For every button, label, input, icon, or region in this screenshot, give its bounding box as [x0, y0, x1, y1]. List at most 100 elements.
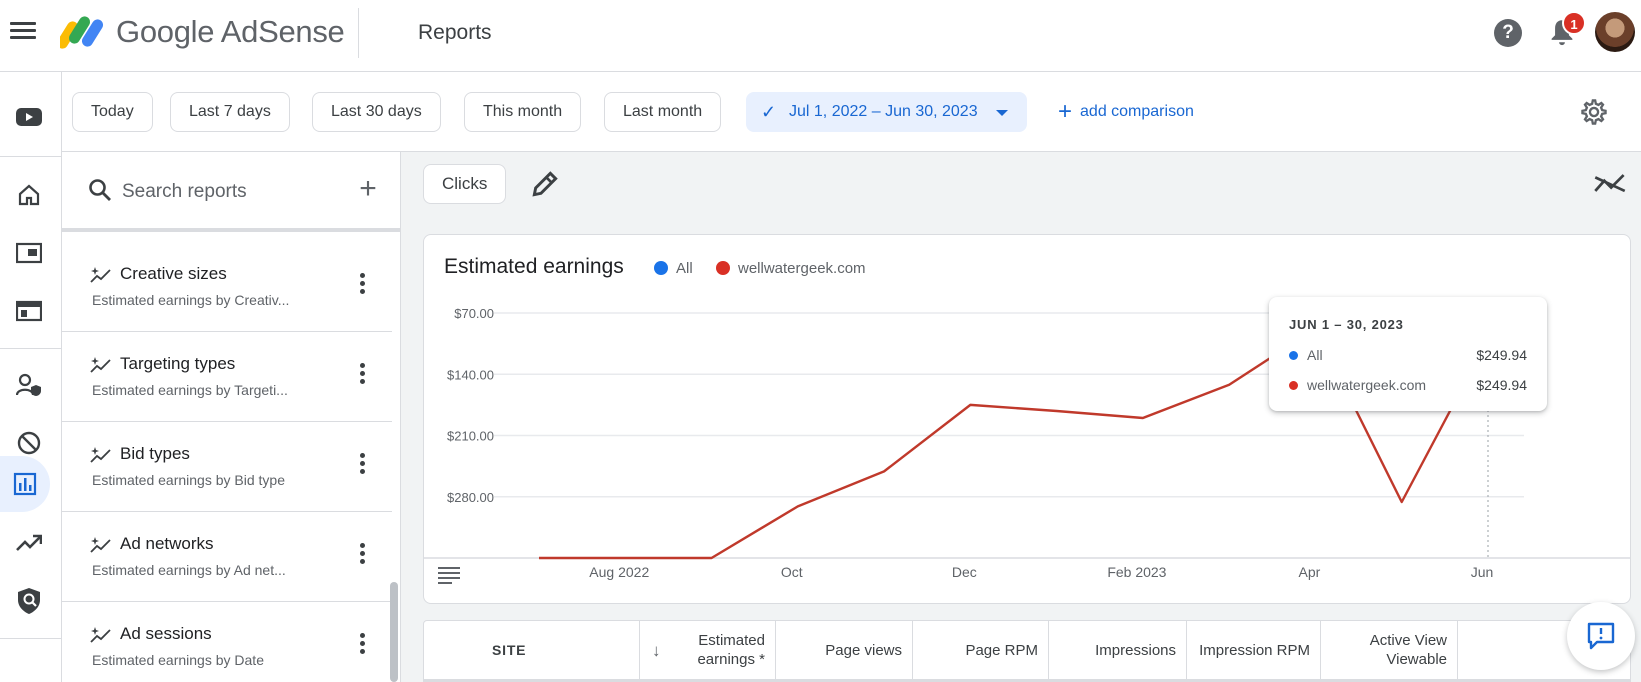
- edit-pencil-icon[interactable]: [529, 168, 561, 200]
- nav-youtube-icon[interactable]: [8, 96, 50, 138]
- column-header-page-views[interactable]: Page views: [776, 621, 913, 680]
- legend-all[interactable]: All: [654, 260, 693, 277]
- header-divider: [358, 8, 359, 58]
- top-bar: Google AdSense Reports ? 1: [0, 0, 1641, 72]
- x-tick-label: Apr: [1299, 564, 1321, 580]
- date-range-label: Jul 1, 2022 – Jun 30, 2023: [789, 103, 978, 120]
- last-7-days-chip[interactable]: Last 7 days: [170, 92, 290, 132]
- ads-icon: [16, 242, 42, 264]
- report-table-header: SITE ↓ Estimated earnings * Page views P…: [423, 620, 1631, 682]
- app-name: Google AdSense: [116, 14, 345, 49]
- earnings-line-chart: $280.00 $210.00 $140.00 $70.00 Aug 2022 Oct De…: [424, 305, 1630, 580]
- add-report-plus-icon[interactable]: +: [359, 172, 377, 205]
- nav-policy-center-icon[interactable]: [8, 580, 50, 622]
- report-item-ad-networks[interactable]: Ad networks Estimated earnings by Ad net…: [62, 512, 392, 602]
- tooltip-series-name: All: [1307, 347, 1323, 363]
- help-icon[interactable]: ?: [1494, 19, 1522, 47]
- date-filter-bar: Today Last 7 days Last 30 days This mont…: [62, 72, 1641, 152]
- more-options-icon[interactable]: [352, 450, 372, 482]
- rail-divider: [0, 156, 62, 157]
- report-subtitle: Estimated earnings by Targeti...: [92, 382, 288, 398]
- chart-data-table-icon[interactable]: [438, 565, 460, 584]
- chart-title: Estimated earnings: [444, 255, 624, 278]
- nav-blocking-icon[interactable]: [8, 422, 50, 464]
- metric-selector-chip[interactable]: Clicks: [423, 164, 507, 204]
- arrow-down-icon: ↓: [652, 641, 661, 660]
- reports-icon: [13, 472, 37, 496]
- nav-reports-icon[interactable]: [0, 456, 50, 512]
- sparkle-trend-icon: [90, 267, 111, 283]
- tooltip-dot: [1289, 351, 1298, 360]
- report-title: Ad sessions: [120, 624, 212, 643]
- search-reports-input[interactable]: [122, 172, 342, 212]
- add-comparison-button[interactable]: + add comparison: [1058, 92, 1194, 132]
- more-options-icon[interactable]: [352, 630, 372, 662]
- sparkle-trend-icon: [90, 357, 111, 373]
- report-title: Targeting types: [120, 354, 236, 373]
- column-header-label: Estimated earnings *: [697, 632, 765, 668]
- last-30-days-chip[interactable]: Last 30 days: [312, 92, 441, 132]
- sparkle-trend-icon: [90, 537, 111, 553]
- column-header-estimated-earnings[interactable]: ↓ Estimated earnings *: [640, 621, 776, 680]
- report-title: Ad networks: [120, 534, 214, 553]
- column-header-label: Active View Viewable: [1369, 632, 1447, 668]
- navigation-rail: [0, 72, 62, 682]
- legend-site[interactable]: wellwatergeek.com: [716, 260, 866, 277]
- panel-scrollbar[interactable]: [390, 582, 398, 682]
- nav-ads-icon[interactable]: [8, 232, 50, 274]
- column-header-active-view-viewable[interactable]: Active View Viewable: [1321, 621, 1458, 680]
- account-privacy-icon: [16, 373, 41, 396]
- sparkle-trend-icon: [90, 447, 111, 463]
- main-menu-icon[interactable]: [10, 19, 36, 45]
- report-item-ad-sessions[interactable]: Ad sessions Estimated earnings by Date: [62, 602, 392, 682]
- last-month-chip[interactable]: Last month: [604, 92, 722, 132]
- nav-privacy-icon[interactable]: [8, 364, 50, 406]
- nav-sites-icon[interactable]: [8, 290, 50, 332]
- adsense-logo-icon: [60, 16, 104, 49]
- report-title: Creative sizes: [120, 264, 227, 283]
- rail-divider: [0, 638, 62, 639]
- y-tick-label: $280.00: [447, 490, 494, 505]
- more-options-icon[interactable]: [352, 360, 372, 392]
- sparkle-trend-icon: [90, 627, 111, 643]
- nav-optimization-icon[interactable]: [8, 522, 50, 564]
- column-header-site[interactable]: SITE: [424, 621, 640, 680]
- more-options-icon[interactable]: [352, 270, 372, 302]
- today-chip[interactable]: Today: [72, 92, 153, 132]
- tooltip-row-all: All $249.94: [1289, 347, 1527, 363]
- report-subtitle: Estimated earnings by Creativ...: [92, 292, 290, 308]
- column-header-impression-rpm[interactable]: Impression RPM: [1187, 621, 1321, 680]
- feedback-chat-icon: [1587, 622, 1615, 650]
- column-header-impressions[interactable]: Impressions: [1049, 621, 1187, 680]
- report-subtitle: Estimated earnings by Ad net...: [92, 562, 286, 578]
- report-item-targeting-types[interactable]: Targeting types Estimated earnings by Ta…: [62, 332, 392, 422]
- plus-icon: +: [1058, 98, 1073, 125]
- legend-label: wellwatergeek.com: [738, 260, 866, 277]
- tooltip-value: $249.94: [1476, 347, 1527, 363]
- account-avatar[interactable]: [1595, 12, 1635, 52]
- add-comparison-label: add comparison: [1080, 103, 1194, 120]
- page-title: Reports: [418, 21, 492, 44]
- nav-home-icon[interactable]: [8, 174, 50, 216]
- x-tick-label: Aug 2022: [589, 564, 649, 580]
- report-subtitle: Estimated earnings by Bid type: [92, 472, 285, 488]
- tooltip-series-name: wellwatergeek.com: [1307, 377, 1427, 393]
- report-item-bid-types[interactable]: Bid types Estimated earnings by Bid type: [62, 422, 392, 512]
- this-month-chip[interactable]: This month: [464, 92, 582, 132]
- report-item-creative-sizes[interactable]: Creative sizes Estimated earnings by Cre…: [62, 242, 392, 332]
- rail-divider: [0, 348, 62, 349]
- more-options-icon[interactable]: [352, 540, 372, 572]
- reports-list-panel: + Creative sizes Estimated earnings by C…: [62, 152, 401, 682]
- blocking-icon: [17, 431, 41, 455]
- y-tick-label: $70.00: [454, 306, 494, 321]
- legend-label: All: [676, 260, 693, 277]
- column-header-page-rpm[interactable]: Page RPM: [913, 621, 1049, 680]
- date-range-picker[interactable]: ✓ Jul 1, 2022 – Jun 30, 2023: [746, 92, 1027, 132]
- settings-gear-icon[interactable]: [1580, 98, 1608, 126]
- report-search-row: +: [62, 152, 400, 232]
- report-main-area: Clicks Estimated earnings All wellwaterg…: [401, 152, 1641, 682]
- hide-chart-trend-icon[interactable]: [1593, 168, 1627, 198]
- tooltip-dot: [1289, 381, 1298, 390]
- x-tick-label: Jun: [1471, 564, 1494, 580]
- feedback-button[interactable]: [1567, 602, 1635, 670]
